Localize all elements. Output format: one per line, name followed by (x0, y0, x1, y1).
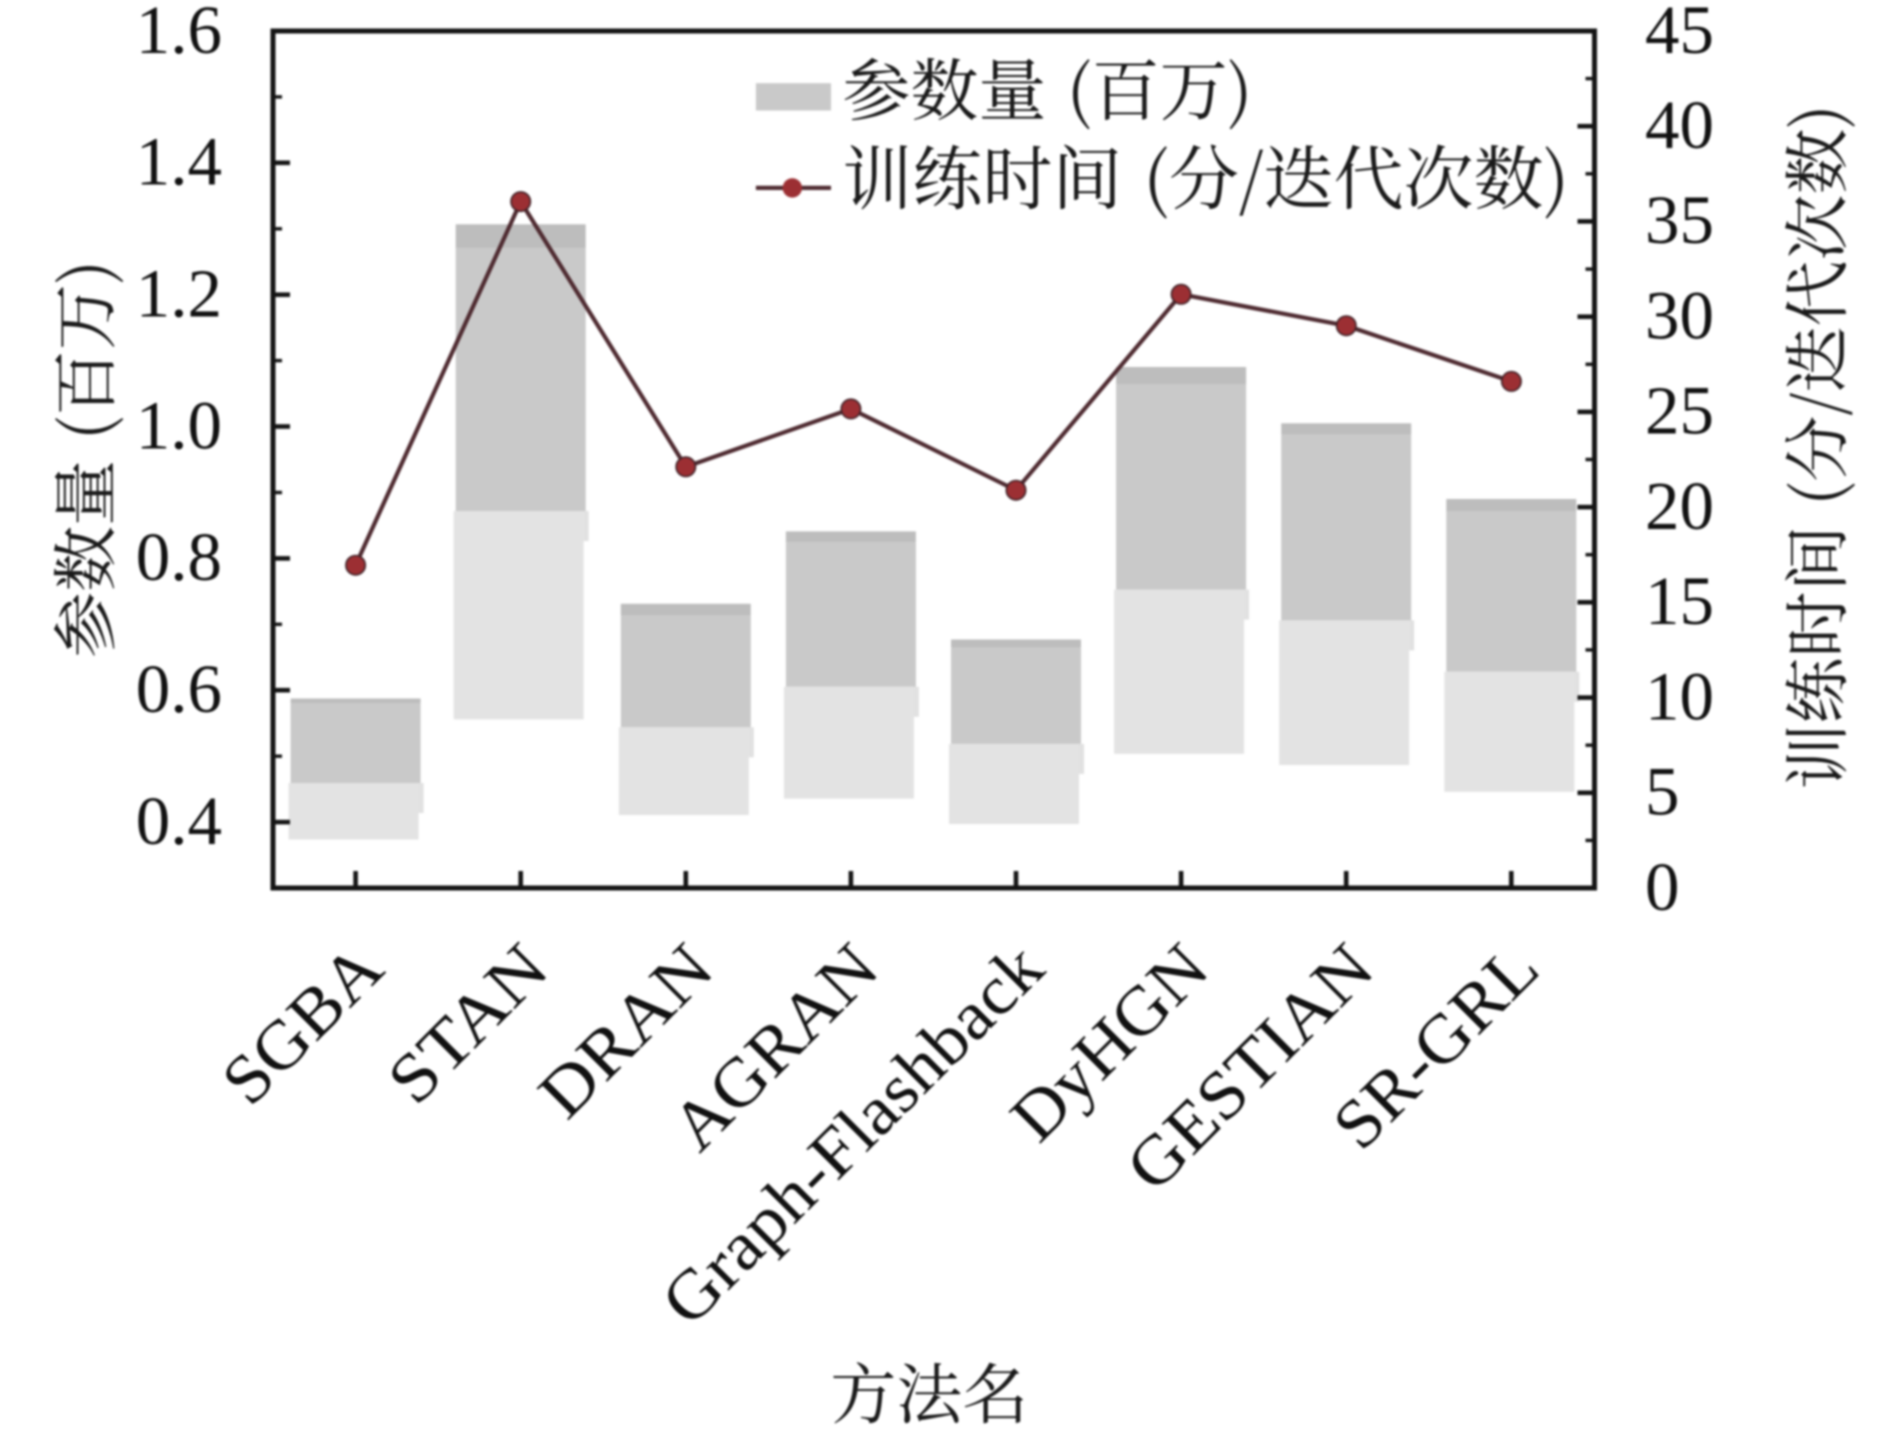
svg-text:15: 15 (1645, 563, 1714, 639)
svg-text:0.8: 0.8 (136, 519, 222, 595)
svg-text:35: 35 (1645, 182, 1714, 258)
svg-text:0: 0 (1645, 849, 1680, 925)
svg-text:40: 40 (1645, 87, 1714, 163)
svg-text:1.6: 1.6 (136, 0, 222, 68)
svg-text:1.0: 1.0 (136, 387, 222, 463)
svg-text:25: 25 (1645, 373, 1714, 449)
svg-text:0.4: 0.4 (136, 783, 222, 859)
svg-text:1.2: 1.2 (136, 256, 222, 332)
svg-text:0.6: 0.6 (136, 651, 222, 727)
svg-text:30: 30 (1645, 278, 1714, 354)
svg-text:45: 45 (1645, 0, 1714, 68)
svg-text:1.4: 1.4 (136, 124, 222, 200)
svg-text:10: 10 (1645, 658, 1714, 734)
svg-text:5: 5 (1645, 754, 1680, 830)
svg-text:20: 20 (1645, 468, 1714, 544)
